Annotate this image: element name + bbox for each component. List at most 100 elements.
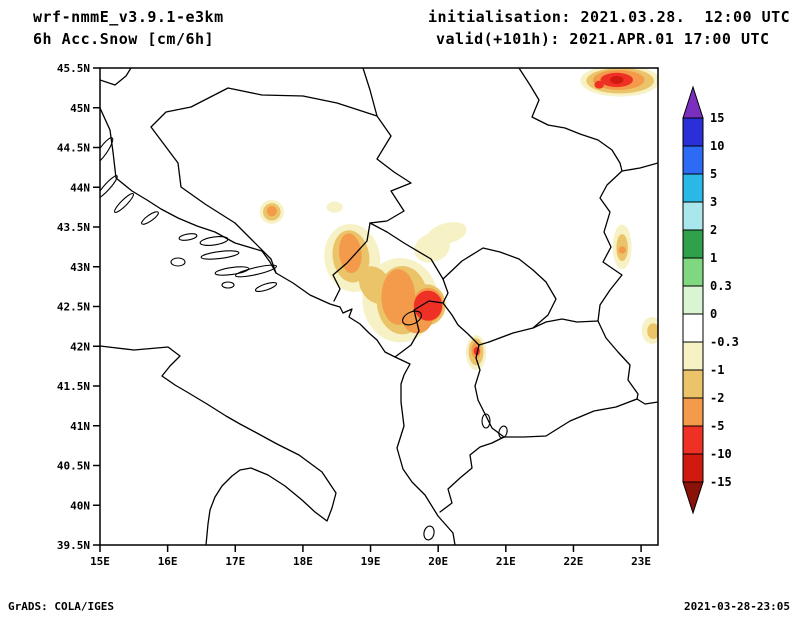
x-axis-label: 16E — [158, 555, 178, 568]
colorbar-segment — [682, 173, 704, 203]
axes-layer: 45.5N 45N 44.5N 44N 43.5N 43N 42.5N 42N 41.5N 41N… — [57, 62, 651, 568]
island-hvar — [200, 250, 240, 260]
colorbar-tick-label: 15 — [710, 111, 724, 125]
y-axis-label: 45.5N — [57, 62, 90, 75]
colorbar-segment — [682, 313, 704, 343]
colorbar-tick-label: 0.3 — [710, 279, 732, 293]
island-chain — [141, 211, 159, 225]
island-mljet — [254, 282, 278, 292]
lakes — [402, 310, 508, 439]
island-korcula — [214, 266, 250, 276]
x-axis-label: 18E — [293, 555, 313, 568]
y-axis-label: 40N — [70, 499, 90, 512]
border-serbia-bulgaria — [597, 170, 623, 322]
x-axis-label: 21E — [496, 555, 516, 568]
y-axis-label: 40.5N — [57, 460, 90, 473]
init-time-label: initialisation: 2021.03.28. 12:00 UTC — [428, 8, 791, 26]
peljesac-peninsula — [234, 264, 278, 278]
geography-layer — [100, 68, 658, 545]
border-macedonia-greece — [503, 398, 638, 438]
border-albania-greece — [439, 436, 505, 513]
x-axis-label: 20E — [428, 555, 448, 568]
colorbar-tick-label: 3 — [710, 195, 717, 209]
border-montenegro-albania — [394, 300, 444, 358]
colorbar-legend: 15 10 5 3 2 1 0.3 0 -0.3 -1 -2 -5 -10 -15 — [682, 85, 739, 515]
border-serbia-romania-danube — [518, 68, 658, 172]
colorbar-tick-label: -15 — [710, 475, 732, 489]
x-axis-label: 19E — [361, 555, 381, 568]
colorbar-segment — [682, 145, 704, 175]
lake-prespa — [498, 425, 508, 439]
colorbar-tick-label: -0.3 — [710, 335, 739, 349]
colorbar-tick-label: 5 — [710, 167, 717, 181]
adriatic-east-coastline — [100, 107, 456, 545]
island-corfu — [423, 525, 435, 541]
colorbar-tick-label: -5 — [710, 419, 724, 433]
border-macedonia-albania — [474, 344, 505, 438]
y-axis-label: 43N — [70, 261, 90, 274]
valid-time-label: valid(+101h): 2021.APR.01 17:00 UTC — [436, 30, 770, 48]
island-brac — [199, 236, 229, 246]
plot-timestamp: 2021-03-28-23:05 — [684, 600, 790, 613]
colorbar-tick-label: -1 — [710, 363, 724, 377]
colorbar-segment — [682, 117, 704, 147]
colorbar-tick-label: 0 — [710, 307, 717, 321]
colorbar-segment — [682, 201, 704, 231]
y-axis-label: 43.5N — [57, 221, 90, 234]
colorbar-segment — [682, 341, 704, 371]
border-macedonia-bulgaria — [597, 320, 639, 400]
lake-skadar — [402, 310, 422, 326]
border-bosnia-montenegro — [332, 222, 371, 302]
island-kornati — [114, 193, 134, 213]
colorbar-segment — [682, 453, 704, 483]
border-bosnia-serbia — [369, 115, 412, 224]
y-axis-label: 42.5N — [57, 301, 90, 314]
colorbar-segment — [682, 397, 704, 427]
colorbar-segment — [682, 257, 704, 287]
y-axis-label: 41.5N — [57, 380, 90, 393]
adriatic-islands — [100, 137, 435, 541]
x-axis-label: 22E — [564, 555, 584, 568]
island-dugi-otok — [100, 175, 118, 199]
snow-blob — [413, 290, 443, 321]
border-kosovo-east — [442, 247, 557, 343]
colorbar-segment — [682, 369, 704, 399]
island-lastovo — [221, 281, 235, 289]
snow-blob — [427, 222, 467, 245]
y-axis-label: 45N — [70, 102, 90, 115]
border-croatia-serbia — [362, 68, 378, 117]
colorbar-tick-label: -10 — [710, 447, 732, 461]
snow-blob — [618, 246, 626, 254]
colorbar-tick-label: -2 — [710, 391, 724, 405]
grads-credit: GrADS: COLA/IGES — [8, 600, 114, 613]
snow-blob — [647, 323, 658, 340]
y-axis-label: 42N — [70, 340, 90, 353]
border-kosovo-west — [442, 278, 490, 346]
border-slovenia-croatia — [100, 68, 132, 86]
italy-coastline — [100, 345, 337, 545]
colorbar-segment — [682, 229, 704, 259]
snow-blob — [326, 201, 343, 213]
colorbar-tick-label: 1 — [710, 251, 717, 265]
colorbar-tick-label: 10 — [710, 139, 724, 153]
colorbar-arrow-bottom — [682, 481, 704, 515]
colorbar-segment — [682, 425, 704, 455]
border-serbia-macedonia — [532, 318, 599, 329]
colorbar-arrow-top — [682, 85, 704, 119]
snow-blob — [338, 233, 362, 274]
border-greece-bulgaria — [636, 398, 658, 405]
colorbar-tick-label: 2 — [710, 223, 717, 237]
model-title: wrf-nmmE_v3.9.1-e3km — [33, 8, 224, 26]
snow-blob — [594, 80, 604, 89]
island-vis — [170, 257, 186, 267]
y-axis-label: 44N — [70, 181, 90, 194]
border-croatia-bosnia — [150, 87, 378, 274]
x-axis-label: 15E — [90, 555, 110, 568]
product-title: 6h Acc.Snow [cm/6h] — [33, 30, 215, 48]
y-axis-label: 41N — [70, 420, 90, 433]
border-montenegro-serbia — [369, 222, 444, 280]
snow-blob — [266, 205, 277, 217]
island-solta — [178, 233, 198, 241]
x-axis-label: 17E — [225, 555, 245, 568]
